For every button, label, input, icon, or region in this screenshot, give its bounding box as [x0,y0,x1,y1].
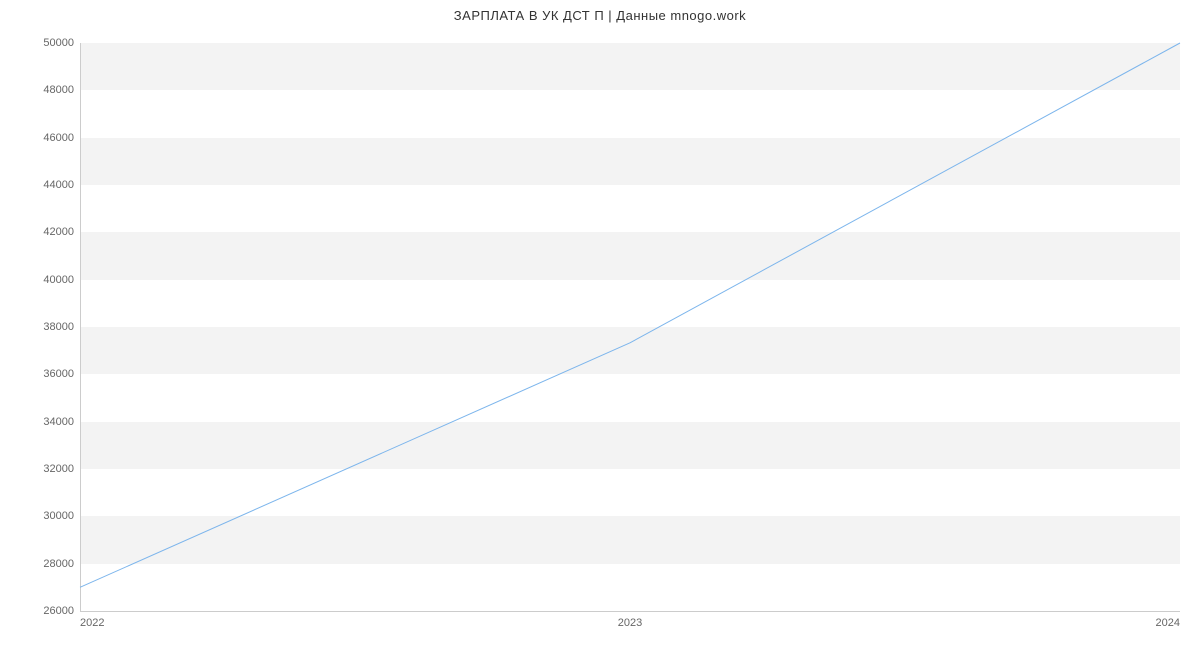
y-tick-label: 26000 [43,605,80,617]
x-tick-label: 2023 [618,611,642,629]
x-tick-label: 2022 [80,611,104,629]
plot-area: 2600028000300003200034000360003800040000… [80,43,1180,611]
y-tick-label: 48000 [43,84,80,96]
y-tick-label: 30000 [43,510,80,522]
y-tick-label: 50000 [43,37,80,49]
x-tick-label: 2024 [1156,611,1180,629]
y-tick-label: 40000 [43,274,80,286]
series-line-salary [80,43,1180,587]
y-tick-label: 36000 [43,368,80,380]
line-series-layer [80,43,1180,611]
y-tick-label: 44000 [43,179,80,191]
y-tick-label: 46000 [43,132,80,144]
chart-title: ЗАРПЛАТА В УК ДСТ П | Данные mnogo.work [0,8,1200,23]
line-chart: ЗАРПЛАТА В УК ДСТ П | Данные mnogo.work … [0,0,1200,650]
y-tick-label: 28000 [43,558,80,570]
y-tick-label: 38000 [43,321,80,333]
y-tick-label: 42000 [43,226,80,238]
y-tick-label: 34000 [43,416,80,428]
y-tick-label: 32000 [43,463,80,475]
